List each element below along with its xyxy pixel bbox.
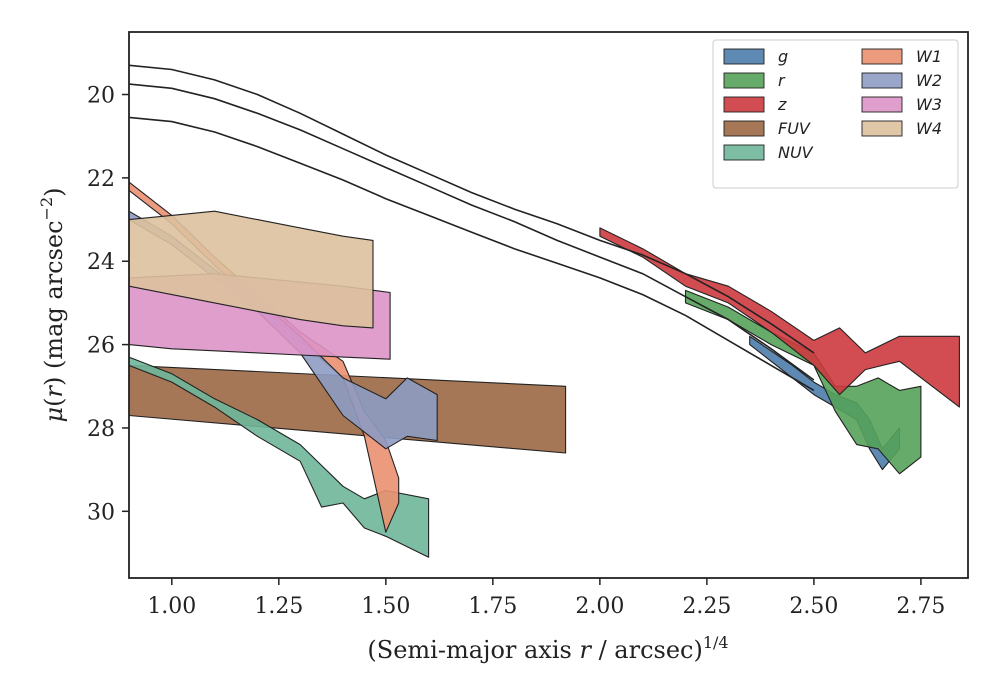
x-tick-label: 2.75	[896, 594, 945, 619]
x-tick-label: 2.50	[789, 594, 838, 619]
x-tick-label: 2.25	[682, 594, 731, 619]
model-curve-2	[129, 83, 815, 381]
legend-swatch-z	[723, 96, 765, 113]
legend-label-w2: W2	[916, 71, 942, 90]
legend-swatch-w2	[861, 72, 903, 89]
model-curve-1	[129, 64, 815, 354]
legend-label-z: z	[777, 95, 787, 114]
legend-swatch-fuv	[723, 120, 765, 137]
legend-swatch-r	[723, 72, 765, 89]
y-tick-label: 30	[87, 500, 115, 525]
legend-label-w1: W1	[916, 47, 942, 66]
legend-swatch-w1	[861, 48, 903, 65]
y-tick-label: 28	[87, 417, 115, 442]
y-tick-label: 22	[87, 167, 115, 192]
legend-label-nuv: NUV	[778, 143, 814, 162]
legend-swatch-w4	[861, 120, 903, 137]
x-tick-label: 1.50	[361, 594, 410, 619]
legend-label-w3: W3	[916, 95, 942, 114]
legend-swatch-nuv	[723, 144, 765, 161]
legend-label-g: g	[778, 47, 788, 66]
x-tick-label: 2.00	[575, 594, 624, 619]
band-nuv	[129, 356, 430, 558]
legend: grz FUV NUV W1 W2 W3 W4	[712, 39, 959, 189]
x-axis-label: (Semi-major axis r / arcsec)1/4	[367, 633, 728, 664]
y-tick-label: 20	[87, 84, 115, 109]
legend-label-w4: W4	[916, 119, 942, 138]
legend-swatch-w3	[861, 96, 903, 113]
x-tick-label: 1.25	[254, 594, 303, 619]
model-curves	[129, 64, 815, 392]
model-curve-3	[129, 116, 815, 392]
x-tick-label: 1.75	[468, 594, 517, 619]
y-tick-label: 26	[87, 334, 115, 359]
data-bands	[129, 181, 960, 558]
legend-label-r: r	[778, 71, 786, 90]
band-z	[599, 227, 960, 408]
legend-swatch-g	[723, 48, 765, 65]
x-tick-label: 1.00	[147, 594, 196, 619]
x-axis-ticks: 1.00 1.25 1.50 1.75 2.00 2.25 2.50 2.75	[147, 578, 945, 619]
y-tick-label: 24	[87, 250, 115, 275]
band-w4	[129, 210, 374, 329]
legend-label-fuv: FUV	[778, 119, 811, 138]
plot-frame	[128, 31, 969, 579]
y-axis-label: μ(r) (mag arcsec−2)	[37, 187, 68, 422]
y-axis-ticks: 20 22 24 26 28 30	[87, 84, 129, 525]
